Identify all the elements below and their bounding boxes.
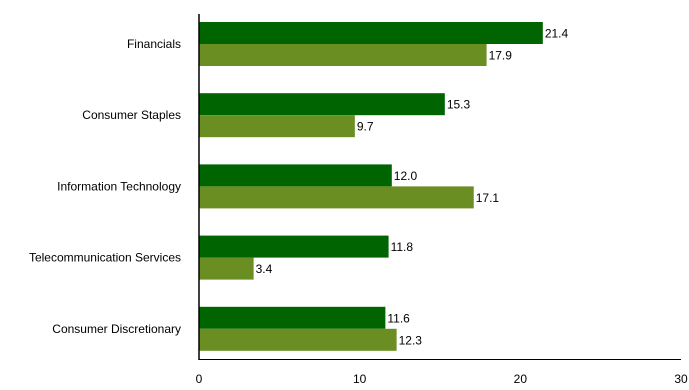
bar-s1-2 [199,164,392,187]
bar-s2-4 [199,328,397,351]
x-tick-label-3: 30 [674,372,688,385]
category-label-0: Financials [127,37,181,51]
axes [198,14,681,360]
value-label-s1-0: 21.4 [545,27,569,41]
x-tick-label-2: 20 [514,372,528,385]
value-label-s1-4: 11.6 [387,311,410,325]
bar-s1-1 [199,93,445,116]
bars-layer [199,22,543,351]
category-label-1: Consumer Staples [82,108,181,122]
bar-s2-1 [199,115,355,138]
category-label-2: Information Technology [57,179,181,193]
value-label-s1-3: 11.8 [391,240,414,254]
x-tick-label-0: 0 [196,372,203,385]
bar-s2-2 [199,186,474,209]
value-label-s1-1: 15.3 [447,98,471,112]
bar-s1-3 [199,235,389,258]
value-label-s2-1: 9.7 [357,120,374,134]
value-label-s2-0: 17.9 [489,49,513,63]
x-tick-label-1: 10 [353,372,367,385]
value-labels-layer: 21.4 17.9 15.3 9.7 12.0 17.1 11.8 3.4 11.6 12.3 [256,27,569,348]
bar-s2-0 [199,44,487,66]
category-label-4: Consumer Discretionary [52,322,181,336]
value-label-s1-2: 12.0 [394,169,418,183]
value-label-s2-4: 12.3 [399,333,423,347]
value-label-s2-3: 3.4 [256,262,273,276]
x-tick-labels: 0 10 20 30 [196,372,688,386]
category-labels: Financials Consumer Staples Information Te… [29,37,181,336]
value-label-s2-2: 17.1 [476,191,500,205]
bar-s1-4 [199,306,386,329]
bar-s1-0 [199,22,543,44]
category-label-3: Telecommunication Services [29,251,181,265]
bar-s2-3 [199,257,254,280]
